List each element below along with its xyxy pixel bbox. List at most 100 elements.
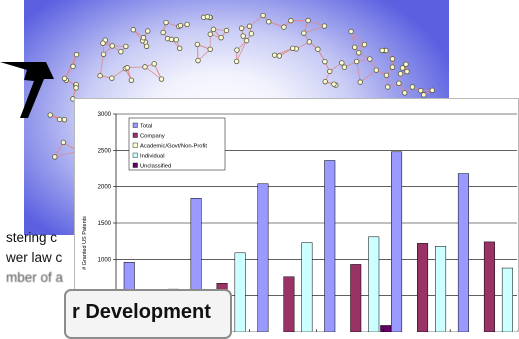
- legend: TotalCompanyAcademic/Govt/Non-ProfitIndi…: [129, 118, 225, 170]
- y-tick-label: 2500: [98, 148, 112, 154]
- network-node: [195, 42, 200, 47]
- network-node: [390, 65, 395, 70]
- network-node: [342, 65, 347, 70]
- bar-total: [258, 184, 269, 332]
- network-node: [418, 88, 423, 93]
- bar-company: [484, 242, 495, 332]
- network-node: [241, 34, 246, 39]
- network-node: [422, 93, 427, 98]
- network-node: [169, 37, 174, 42]
- legend-swatch: [133, 153, 138, 158]
- network-node: [327, 69, 332, 74]
- network-node: [234, 59, 239, 64]
- network-node: [397, 81, 402, 86]
- network-node: [119, 49, 124, 54]
- legend-swatch: [133, 143, 138, 148]
- network-node: [349, 29, 354, 34]
- network-node: [177, 46, 182, 51]
- network-node: [374, 68, 379, 73]
- network-node: [323, 79, 328, 84]
- network-node: [98, 73, 103, 78]
- network-node: [282, 25, 287, 30]
- bar-individual: [302, 243, 313, 332]
- network-node: [152, 62, 157, 67]
- legend-label: Company: [140, 133, 165, 139]
- legend-label: Unclassified: [140, 163, 171, 169]
- y-axis-label: # Granted US Patents: [82, 216, 88, 270]
- network-node: [61, 140, 66, 145]
- network-node: [224, 28, 229, 33]
- network-node: [145, 29, 150, 34]
- network-node: [405, 69, 410, 74]
- network-node: [380, 48, 385, 53]
- network-node: [71, 64, 76, 69]
- network-node: [261, 13, 266, 18]
- network-node: [74, 86, 79, 91]
- network-edge: [357, 62, 361, 83]
- network-node: [362, 42, 367, 47]
- network-node: [358, 80, 363, 85]
- network-node: [354, 59, 359, 64]
- network-node: [125, 65, 130, 70]
- network-node: [323, 59, 328, 64]
- bar-company: [351, 264, 362, 332]
- network-edge: [304, 26, 325, 33]
- bar-company: [417, 243, 428, 332]
- callout-box: r Development: [64, 289, 232, 339]
- network-node: [101, 41, 106, 46]
- bar-company: [284, 277, 295, 332]
- bar-total: [325, 161, 336, 332]
- network-node: [185, 22, 190, 27]
- bar-individual: [235, 253, 246, 332]
- callout-text: r Development: [72, 301, 211, 324]
- network-node: [244, 38, 249, 43]
- bar-individual: [502, 268, 512, 332]
- network-node: [101, 52, 106, 57]
- network-node: [266, 19, 271, 24]
- network-node: [402, 91, 407, 96]
- network-node: [159, 77, 164, 82]
- network-node: [390, 57, 395, 62]
- network-node: [205, 14, 210, 19]
- network-node: [400, 66, 405, 71]
- network-node: [239, 26, 244, 31]
- network-node: [174, 37, 179, 42]
- network-node: [211, 27, 216, 32]
- network-node: [316, 47, 321, 52]
- network-node: [110, 44, 115, 49]
- network-node: [289, 18, 294, 23]
- network-node: [307, 40, 312, 45]
- network-node: [74, 52, 79, 57]
- network-node: [356, 50, 361, 55]
- network-node: [164, 20, 169, 25]
- legend-label: Academic/Govt/Non-Profit: [140, 143, 207, 149]
- network-node: [196, 58, 201, 63]
- network-node: [306, 18, 311, 23]
- network-node: [272, 53, 277, 58]
- bar-unclassified: [381, 325, 392, 332]
- network-node: [235, 48, 240, 53]
- network-node: [322, 24, 327, 29]
- network-node: [352, 45, 357, 50]
- network-node: [384, 73, 389, 78]
- network-node: [110, 76, 115, 81]
- y-tick-label: 3000: [98, 112, 112, 118]
- legend-swatch: [133, 123, 138, 128]
- network-node: [398, 72, 403, 77]
- arrow-icon: [0, 0, 60, 120]
- y-tick-label: 1500: [98, 221, 112, 227]
- bar-individual: [435, 246, 446, 332]
- network-node: [430, 88, 435, 93]
- y-tick-label: 2000: [98, 185, 112, 191]
- network-node: [410, 85, 415, 90]
- bar-total: [391, 152, 402, 332]
- network-node: [340, 61, 345, 66]
- network-node: [144, 44, 149, 49]
- network-node: [124, 44, 129, 49]
- network-node: [219, 35, 224, 40]
- network-node: [208, 32, 213, 37]
- network-edge: [360, 70, 376, 82]
- network-node: [385, 85, 390, 90]
- network-node: [332, 82, 337, 87]
- network-node: [141, 35, 146, 40]
